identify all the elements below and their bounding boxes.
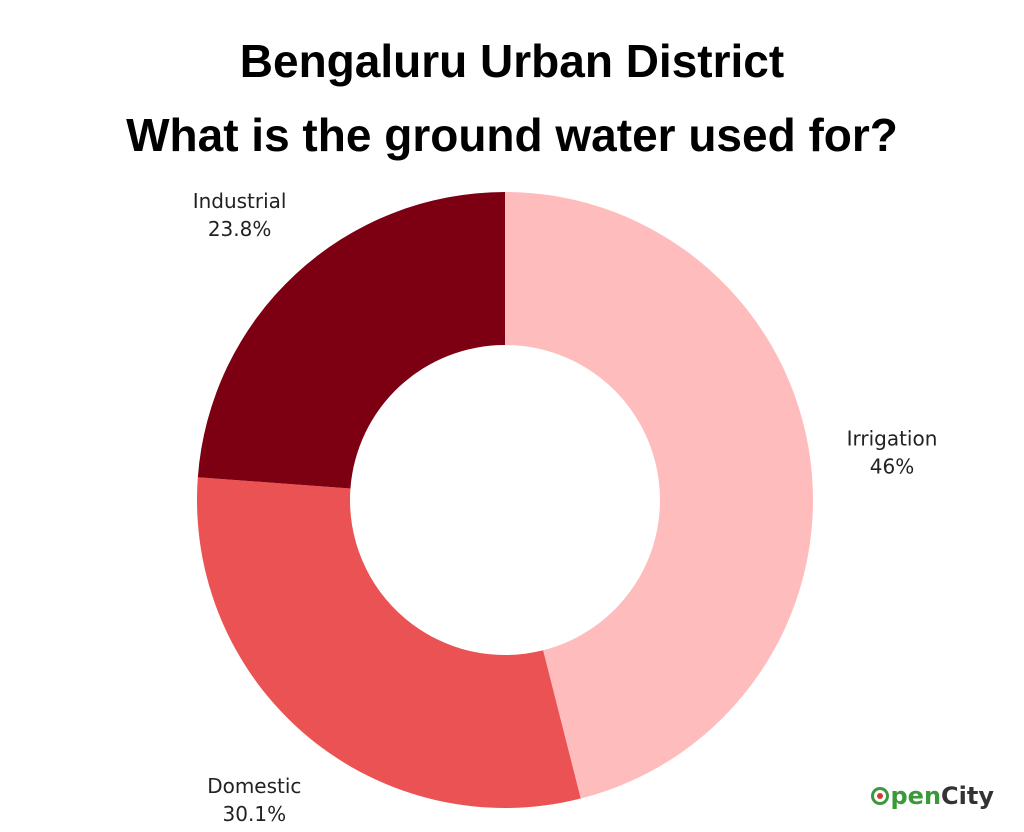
slice-irrigation — [505, 192, 813, 799]
logo-text-city: City — [941, 782, 994, 810]
labels-group: Irrigation 46% Domestic 30.1% Industrial 23.8… — [193, 189, 938, 826]
chart-title-line-2: What is the ground water used for? — [126, 109, 898, 161]
logo-text-pen: pen — [890, 782, 942, 810]
slice-industrial — [197, 192, 505, 489]
logo-o-icon — [871, 787, 890, 805]
slice-domestic — [196, 477, 581, 808]
slice-value-irrigation: 46% — [870, 455, 914, 479]
slices-group — [196, 192, 813, 808]
opencity-logo: pen City — [871, 784, 994, 808]
chart-title-line-1: Bengaluru Urban District — [239, 35, 785, 87]
slice-label-irrigation: Irrigation — [847, 427, 938, 451]
slice-label-industrial: Industrial — [193, 189, 287, 213]
slice-value-industrial: 23.8% — [208, 217, 272, 241]
slice-label-domestic: Domestic — [207, 774, 301, 798]
slice-value-domestic: 30.1% — [223, 802, 287, 826]
